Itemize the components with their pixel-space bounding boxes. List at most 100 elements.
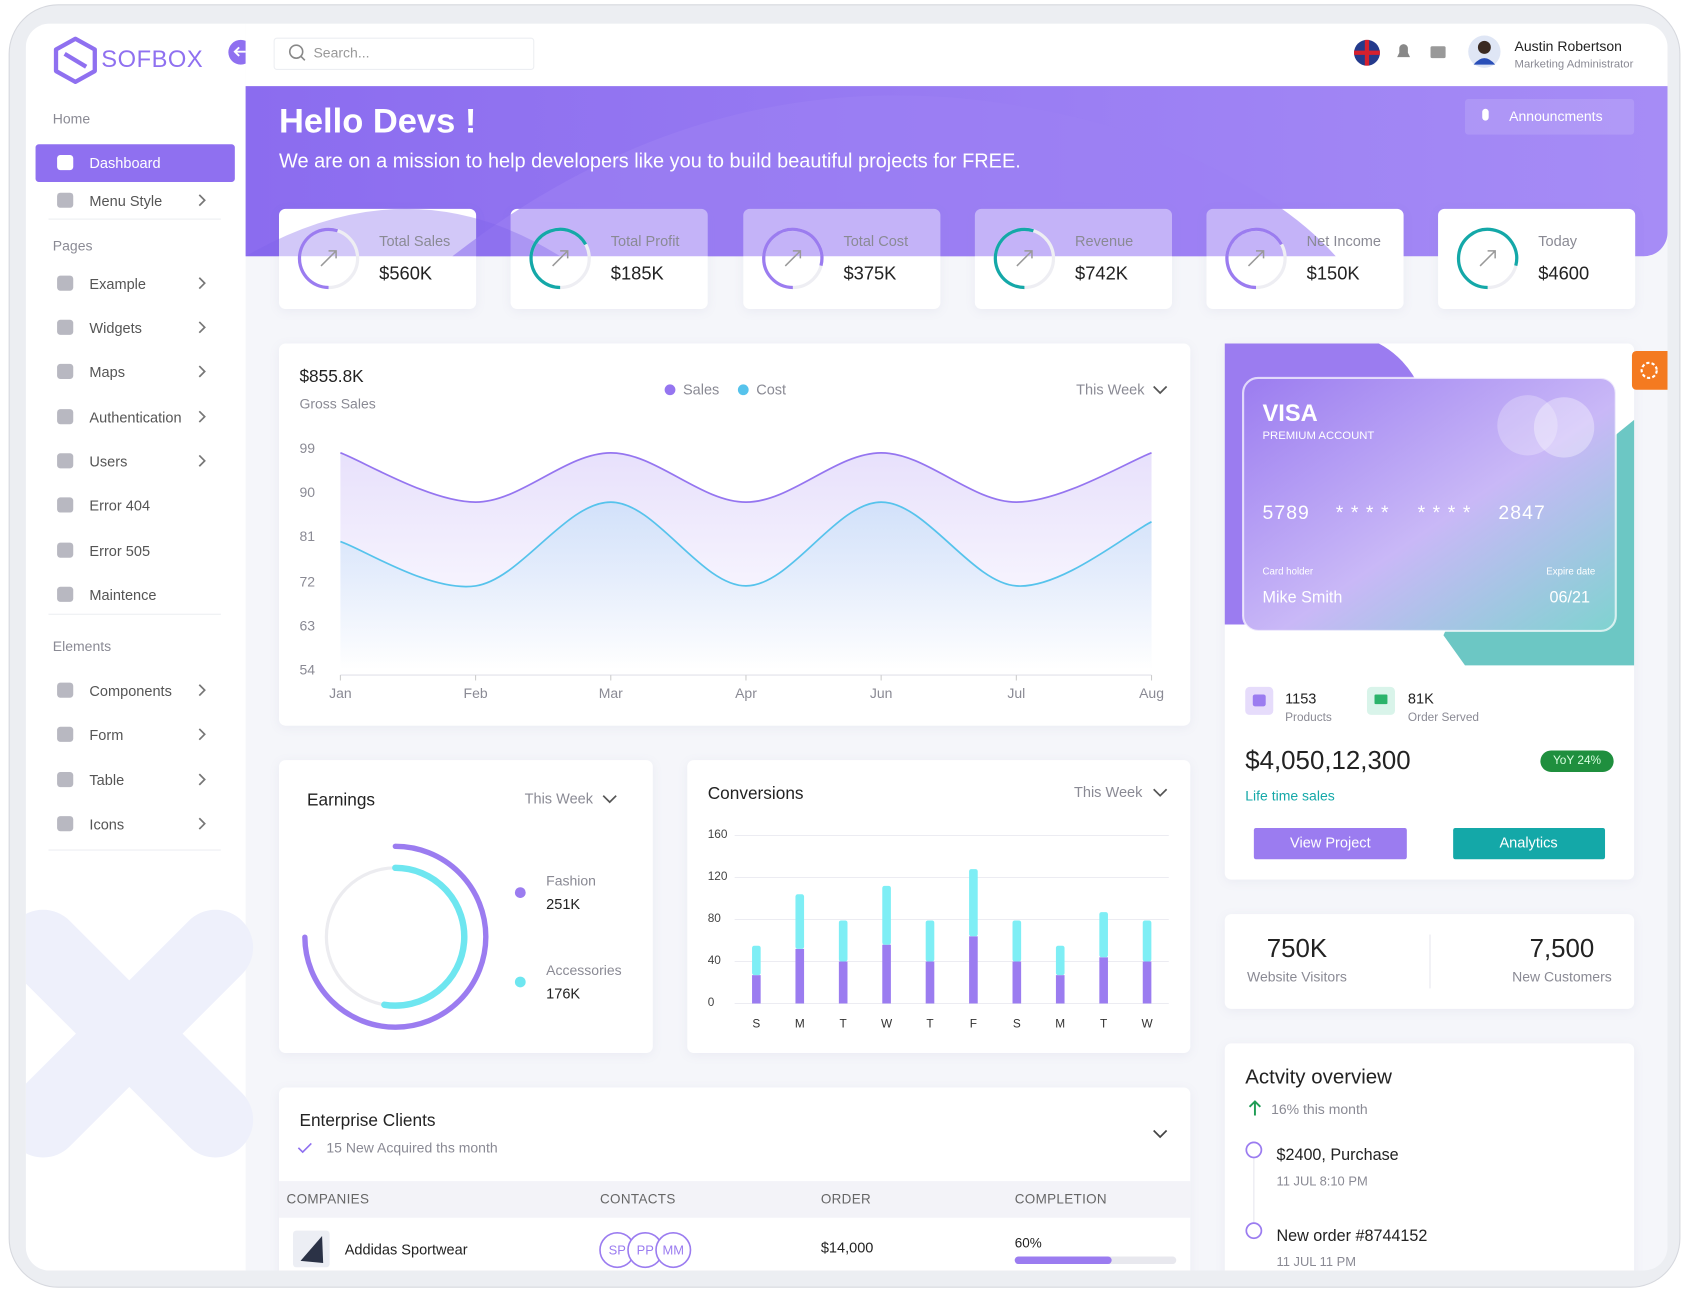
sidebar-item-label[interactable]: Authentication [89, 409, 182, 426]
chevron-icon [198, 194, 206, 207]
yoy-badge [1540, 750, 1614, 772]
avatar [1473, 58, 1496, 65]
bar [795, 948, 805, 1004]
y-tick-label: 81 [299, 528, 316, 545]
products-value: 1153 [1285, 690, 1317, 707]
chevron-icon [602, 795, 617, 804]
sidebar-item-label[interactable]: Maintence [89, 587, 157, 604]
bar [969, 869, 978, 937]
sidebar-item-label[interactable]: Error 505 [89, 542, 151, 560]
graphics [25, 35, 1658, 1269]
x-tick-label: T [839, 1018, 847, 1031]
x-tick-label: T [1100, 1018, 1108, 1031]
section-title: Enterprise Clients [299, 1112, 436, 1131]
stat-arrow [552, 250, 569, 267]
sidebar-divider [48, 849, 221, 851]
visitor-value: 750K [1266, 934, 1328, 964]
table-header-cell: ORDER [820, 1191, 872, 1207]
x-tick-label: Jul [1007, 685, 1026, 702]
sidebar-item-label[interactable]: Table [89, 772, 125, 789]
sidebar-item-label[interactable]: Icons [89, 816, 125, 833]
legend-value: 176K [546, 985, 581, 1002]
legend-value: 251K [546, 896, 581, 913]
sidebar-item-label[interactable]: Example [89, 275, 146, 293]
x-tick-label: Feb [463, 685, 488, 702]
button-label[interactable]: Analytics [1499, 834, 1558, 851]
sidebar-icon [57, 409, 74, 425]
lifetime-total: $4,050,12,300 [1245, 746, 1411, 776]
sidebar-item-label[interactable]: Error 404 [89, 497, 151, 514]
bar [1055, 975, 1065, 1004]
contact-initials: MM [662, 1242, 685, 1258]
x-tick-label: W [1141, 1018, 1153, 1031]
sidebar-decoration [25, 909, 254, 1158]
search-icon [288, 44, 304, 59]
clients-card [278, 1087, 1191, 1271]
sidebar-item-label[interactable]: Users [89, 453, 128, 470]
legend-marker [737, 384, 749, 396]
legend-label: Fashion [546, 872, 596, 889]
chart-filter[interactable]: This Week [1076, 381, 1145, 398]
stat-arrow [320, 250, 337, 267]
sidebar-item-label[interactable]: Form [89, 727, 124, 744]
contact-initials: SP [608, 1242, 626, 1258]
bar [795, 894, 805, 949]
activity-item-time: 11 JUL 8:10 PM [1276, 1173, 1368, 1189]
stat-value: $150K [1306, 263, 1360, 284]
card-tier: PREMIUM ACCOUNT [1262, 429, 1375, 443]
y-tick-label: 99 [299, 439, 316, 456]
bar [925, 920, 935, 962]
sidebar-item-label[interactable]: Maps [89, 364, 125, 381]
search-placeholder[interactable]: Search... [313, 44, 370, 61]
card-expiry-label: Expire date [1546, 565, 1596, 577]
sidebar-icon [57, 542, 74, 558]
bar [969, 936, 978, 1004]
settings-tab[interactable] [1631, 351, 1668, 390]
products-label: Products [1285, 711, 1332, 725]
card-number: * * * * [1417, 501, 1472, 524]
hero-subtitle: We are on a mission to help developers l… [278, 149, 1021, 173]
chevron-icon [1153, 788, 1168, 797]
sidebar-item-label[interactable]: Dashboard [89, 155, 161, 172]
activity-change: 16% this month [1271, 1100, 1368, 1118]
button-label[interactable]: View Project [1290, 834, 1371, 851]
sidebar-icon [57, 726, 74, 742]
stat-card [278, 208, 477, 310]
analytics-button[interactable] [1453, 827, 1606, 860]
products-icon-glyph [1252, 694, 1266, 707]
conversions-card [687, 760, 1191, 1054]
sidebar-section-title: Pages [52, 237, 93, 254]
chart-filter[interactable]: This Week [1073, 784, 1143, 801]
text-layer: SOFBOX Home Dashboard Menu Style Pages Exampl… [26, 24, 1668, 1271]
announcement-label[interactable]: Announcments [1509, 108, 1603, 125]
stat-label: Total Profit [610, 232, 680, 249]
sidebar-section-title: Elements [52, 637, 112, 655]
activity-item-title: New order #8744152 [1276, 1226, 1428, 1246]
bar [1099, 912, 1108, 958]
bar [1012, 920, 1022, 962]
stat-value: $185K [610, 263, 664, 284]
company-logo-mark [300, 1236, 324, 1263]
radial-bar [381, 864, 468, 1009]
visa-card-circle [1497, 395, 1558, 456]
sidebar-icon [57, 363, 74, 379]
sidebar-item-label[interactable]: Menu Style [89, 192, 163, 210]
chevron-icon [198, 817, 206, 830]
y-tick-label: 40 [707, 954, 721, 968]
card-number: 5789 [1262, 501, 1310, 524]
line [340, 451, 1152, 503]
sidebar-item-label[interactable]: Widgets [89, 320, 142, 337]
visitor-label: New Customers [1512, 968, 1612, 985]
view-project-button[interactable] [1253, 827, 1407, 860]
announcement-button[interactable] [1464, 99, 1635, 135]
avatar [1477, 40, 1491, 54]
chevron-icon [198, 277, 206, 290]
search-box[interactable] [273, 37, 535, 70]
y-tick-label: 0 [707, 996, 715, 1010]
chart-filter[interactable]: This Week [524, 790, 594, 807]
completion-label: 60% [1014, 1235, 1042, 1251]
chevron-icon [1153, 385, 1168, 395]
stat-arrow [784, 250, 802, 267]
sidebar-item-label[interactable]: Components [89, 682, 172, 700]
bar [882, 944, 891, 1004]
